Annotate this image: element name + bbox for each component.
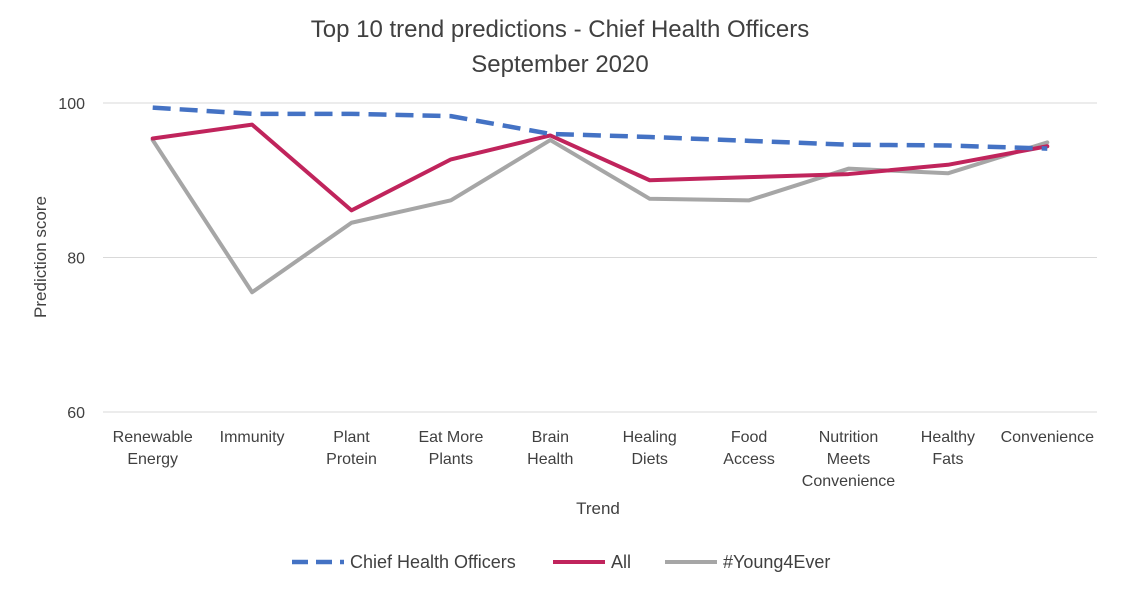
x-tick-label-line: Health bbox=[527, 451, 573, 468]
x-tick-label-line: Immunity bbox=[220, 429, 285, 446]
y-tick-label: 100 bbox=[58, 96, 85, 113]
x-tick-label: Immunity bbox=[220, 429, 285, 446]
legend-label: All bbox=[611, 552, 631, 572]
x-tick-label-line: Healing bbox=[623, 429, 677, 446]
x-tick-label-line: Energy bbox=[127, 451, 178, 468]
y-tick-label: 80 bbox=[67, 251, 85, 268]
x-tick-label-line: Brain bbox=[532, 429, 569, 446]
x-tick-label-line: Healthy bbox=[921, 429, 975, 446]
legend: Chief Health Officers All #Young4Ever bbox=[292, 552, 830, 572]
x-tick-label: Healing Diets bbox=[623, 429, 677, 468]
x-axis-title: Trend bbox=[576, 499, 620, 518]
series-line-young4ever bbox=[150, 138, 1050, 295]
x-tick-label-line: Convenience bbox=[1001, 429, 1095, 446]
x-tick-label: Eat More Plants bbox=[418, 429, 483, 468]
x-tick-label: Food Access bbox=[723, 429, 775, 468]
x-tick-label-line: Nutrition bbox=[819, 429, 879, 446]
x-tick-label-line: Convenience bbox=[802, 473, 896, 490]
series-line-all bbox=[150, 122, 1050, 213]
chart-subtitle: September 2020 bbox=[471, 51, 648, 78]
x-tick-label-line: Plant bbox=[333, 429, 370, 446]
x-tick-label: Renewable Energy bbox=[113, 429, 193, 468]
x-tick-label-line: Diets bbox=[631, 451, 667, 468]
x-tick-label-line: Meets bbox=[827, 451, 871, 468]
x-tick-label-line: Fats bbox=[932, 451, 963, 468]
x-tick-label-line: Food bbox=[731, 429, 767, 446]
series-line-chief-health-officers bbox=[152, 105, 1048, 151]
y-axis-ticks: 60 80 100 bbox=[58, 96, 85, 422]
x-tick-label: Healthy Fats bbox=[921, 429, 975, 468]
x-tick-label: Convenience bbox=[1001, 429, 1095, 446]
legend-label: Chief Health Officers bbox=[350, 552, 516, 572]
gridlines bbox=[103, 102, 1097, 413]
x-tick-label: Plant Protein bbox=[326, 429, 377, 468]
x-tick-label-line: Eat More bbox=[418, 429, 483, 446]
y-tick-label: 60 bbox=[67, 405, 85, 422]
x-tick-label-line: Protein bbox=[326, 451, 377, 468]
y-axis-title: Prediction score bbox=[31, 196, 50, 318]
x-tick-label: Nutrition Meets Convenience bbox=[802, 429, 896, 490]
x-tick-label-line: Plants bbox=[429, 451, 473, 468]
x-tick-label: Brain Health bbox=[527, 429, 573, 468]
chart-title: Top 10 trend predictions - Chief Health … bbox=[311, 16, 809, 43]
x-axis-ticks: Renewable Energy Immunity Plant Protein Eat M… bbox=[113, 429, 1094, 490]
x-tick-label-line: Renewable bbox=[113, 429, 193, 446]
x-tick-label-line: Access bbox=[723, 451, 775, 468]
series-lines bbox=[150, 105, 1050, 295]
legend-label: #Young4Ever bbox=[723, 552, 830, 572]
